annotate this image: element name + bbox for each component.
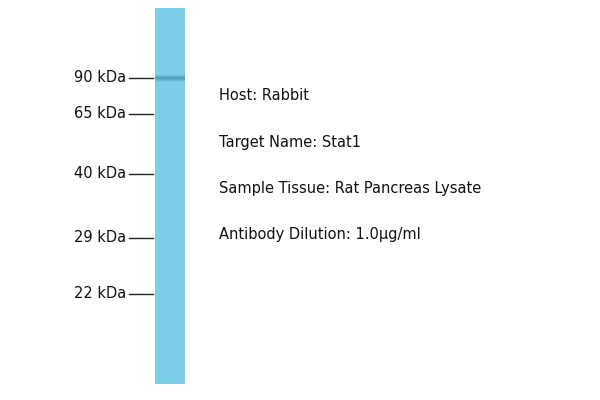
Text: Antibody Dilution: 1.0µg/ml: Antibody Dilution: 1.0µg/ml [219, 226, 421, 242]
Bar [155, 76, 185, 77]
Bar [155, 81, 185, 82]
Bar [155, 77, 185, 78]
Text: Sample Tissue: Rat Pancreas Lysate: Sample Tissue: Rat Pancreas Lysate [219, 180, 481, 196]
Bar [155, 76, 185, 77]
Text: 90 kDa: 90 kDa [74, 70, 126, 86]
Bar [155, 80, 185, 81]
Text: 22 kDa: 22 kDa [74, 286, 126, 302]
Bar [155, 80, 185, 81]
Bar [155, 79, 185, 80]
Bar [155, 79, 185, 80]
Bar [155, 75, 185, 76]
Bar [155, 77, 185, 78]
Bar [155, 8, 185, 384]
Text: 29 kDa: 29 kDa [74, 230, 126, 246]
Bar [155, 78, 185, 79]
Bar [155, 78, 185, 79]
Text: Target Name: Stat1: Target Name: Stat1 [219, 134, 361, 150]
Bar [155, 75, 185, 76]
Bar [155, 74, 185, 75]
Bar [155, 74, 185, 75]
Text: 40 kDa: 40 kDa [74, 166, 126, 182]
Text: Host: Rabbit: Host: Rabbit [219, 88, 309, 104]
Bar [155, 79, 185, 80]
Bar [155, 77, 185, 78]
Text: 65 kDa: 65 kDa [74, 106, 126, 122]
Bar [155, 75, 185, 76]
Bar [155, 81, 185, 82]
Bar [155, 78, 185, 79]
Bar [155, 76, 185, 77]
Bar [155, 81, 185, 82]
Bar [155, 80, 185, 81]
